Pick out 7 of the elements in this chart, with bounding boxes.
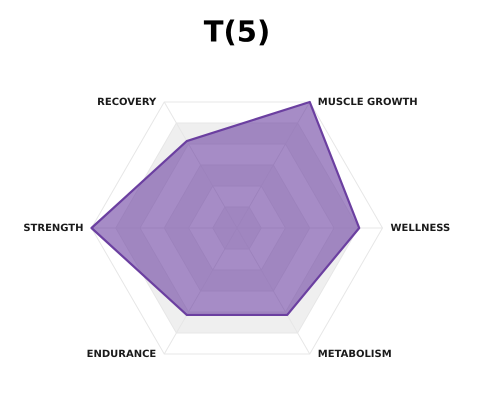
- spoke-label: METABOLISM: [318, 349, 392, 360]
- spoke-label: RECOVERY: [97, 96, 157, 108]
- spoke-label: STRENGTH: [23, 223, 84, 234]
- spoke-label: ENDURANCE: [86, 349, 156, 360]
- spoke-label: MUSCLE GROWTH: [318, 96, 418, 108]
- chart-title: T(5): [204, 14, 270, 48]
- spoke-label: WELLNESS: [390, 223, 450, 234]
